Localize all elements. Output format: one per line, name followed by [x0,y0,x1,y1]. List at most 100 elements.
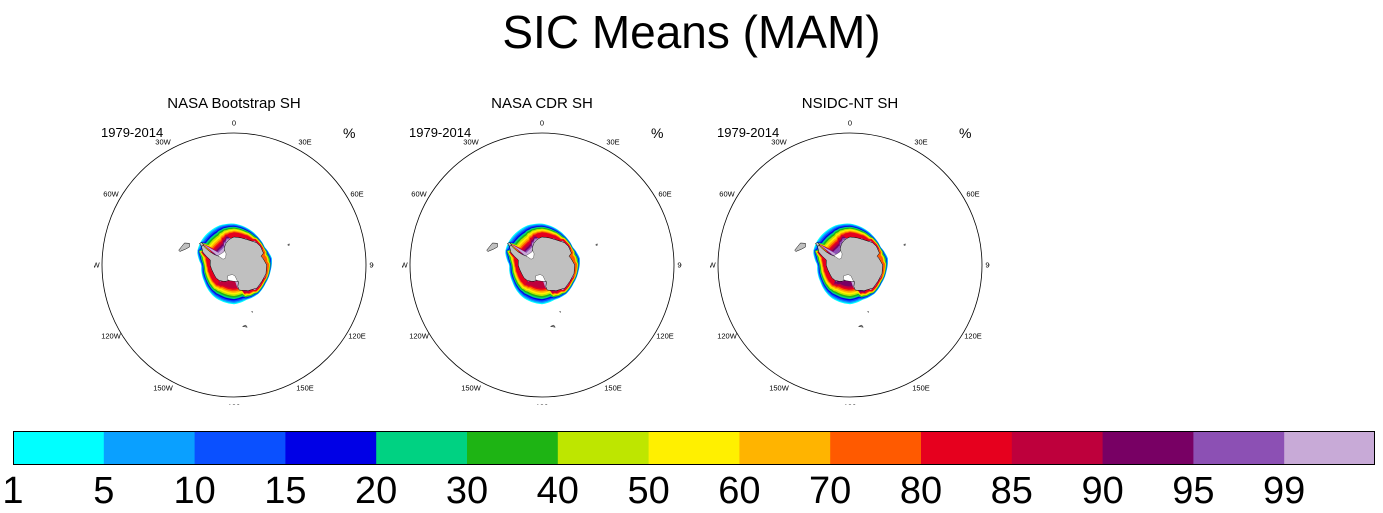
longitude-label: 150E [604,384,622,393]
colorbar-tick-label: 90 [1081,470,1124,512]
colorbar-swatch [13,431,105,465]
colorbar-swatch [1284,431,1375,465]
longitude-label: 120E [964,332,982,341]
longitude-label: 150E [296,384,314,393]
ice-shelf [217,250,227,260]
longitude-label: 30W [155,138,171,147]
colorbar-tick-label: 10 [173,470,216,512]
longitude-label: 120W [409,332,430,341]
longitude-label: 120E [656,332,674,341]
colorbar-swatch [1102,431,1194,465]
longitude-label: 120W [101,332,122,341]
colorbar-tick-label: 15 [264,470,307,512]
land [486,242,498,252]
ice-shelf [535,274,546,282]
longitude-label: 60E [658,190,671,199]
panel-title: NASA CDR SH [491,95,593,112]
map-panel-nasa-bootstrap: NASA Bootstrap SH 1979-2014 % 0 30E 60E 90E… [94,95,374,405]
land [903,243,906,246]
colorbar-swatch [194,431,286,465]
land [794,242,806,252]
colorbar-tick-label: 85 [990,470,1033,512]
longitude-label: 60W [719,190,735,199]
longitude-label: 150E [912,384,930,393]
land [549,324,556,328]
ice-shelf [227,274,238,282]
colorbar-swatch [467,431,559,465]
colorbar-tick-label: 60 [718,470,761,512]
longitude-label: 90W [94,261,101,270]
colorbar-swatch [1193,431,1285,465]
ice-shelf [833,250,843,260]
map-panel-nasa-cdr: NASA CDR SH 1979-2014 % 0 30E 60E 90E 120E 15… [402,95,682,405]
land [507,242,512,247]
colorbar-swatch [739,431,831,465]
longitude-label: 0 [232,119,236,128]
ice-shelf [843,274,854,282]
longitude-label: 30W [463,138,479,147]
colorbar-tick-label: 1 [2,470,24,512]
colorbar-tick-label: 30 [445,470,489,512]
polar-map: 0 30E 60E 90E 120E 150E 180 150W 120W 90W 60W 30W [94,119,374,406]
longitude-label: 60E [350,190,363,199]
longitude-label: 90E [985,261,990,270]
colorbar-tick-label: 5 [93,470,115,512]
colorbar-tick-label: 95 [1172,470,1215,512]
colorbar-swatch [1011,431,1104,465]
panel-unit: % [651,125,664,141]
colorbar-tick-label: 80 [899,470,943,512]
longitude-label: 30E [298,138,311,147]
longitude-label: 90W [710,261,717,270]
colorbar-swatch [103,431,196,465]
land [241,324,248,328]
land [287,243,290,246]
longitude-label: 30E [606,138,619,147]
land [595,243,598,246]
longitude-label: 0 [848,119,852,128]
longitude-label: 150W [769,384,790,393]
colorbar-frame [13,431,1375,465]
panel-title: NASA Bootstrap SH [167,95,301,112]
land [815,242,820,247]
panel-title: NSIDC-NT SH [801,95,899,112]
panel-period: 1979-2014 [101,125,164,140]
colorbar-swatch [557,431,650,465]
longitude-label: 180 [228,403,241,406]
land [178,242,190,252]
panel-unit: % [343,125,356,141]
colorbar-tick-label: 20 [355,470,398,512]
figure-title: SIC Means (MAM) [502,6,881,58]
longitude-label: 60E [966,190,979,199]
ice-shelf [525,250,535,260]
colorbar-tick-label: 99 [1263,470,1306,512]
panel-period: 1979-2014 [409,125,472,140]
colorbar-swatch [921,431,1013,465]
panel-period: 1979-2014 [717,125,780,140]
colorbar-tick-label: 50 [627,470,670,512]
longitude-label: 60W [411,190,427,199]
longitude-label: 120W [717,332,738,341]
colorbar-swatch [285,431,377,465]
longitude-label: 30W [771,138,787,147]
polar-map: 0 30E 60E 90E 120E 150E 180 150W 120W 90W 60W 30W [402,119,682,406]
longitude-label: 150W [461,384,482,393]
land [250,311,254,313]
longitude-label: 180 [536,403,549,406]
land [199,242,204,247]
panel-unit: % [959,125,972,141]
polar-map: 0 30E 60E 90E 120E 150E 180 150W 120W 90W 60W 30W [710,119,990,406]
longitude-label: 90E [369,261,374,270]
land [866,311,870,313]
longitude-label: 120E [348,332,366,341]
colorbar-swatch [648,431,740,465]
land [558,311,562,313]
longitude-label: 90W [402,261,409,270]
longitude-label: 180 [844,403,857,406]
longitude-label: 30E [914,138,927,147]
colorbar-swatch [830,431,922,465]
colorbar-tick-label: 70 [809,470,852,512]
colorbar [13,431,1375,465]
map-panel-nsidc-nt: NSIDC-NT SH 1979-2014 % 0 30E 60E 90E 120E 15… [710,95,990,405]
colorbar-tick-label: 40 [536,470,579,512]
longitude-label: 90E [677,261,682,270]
